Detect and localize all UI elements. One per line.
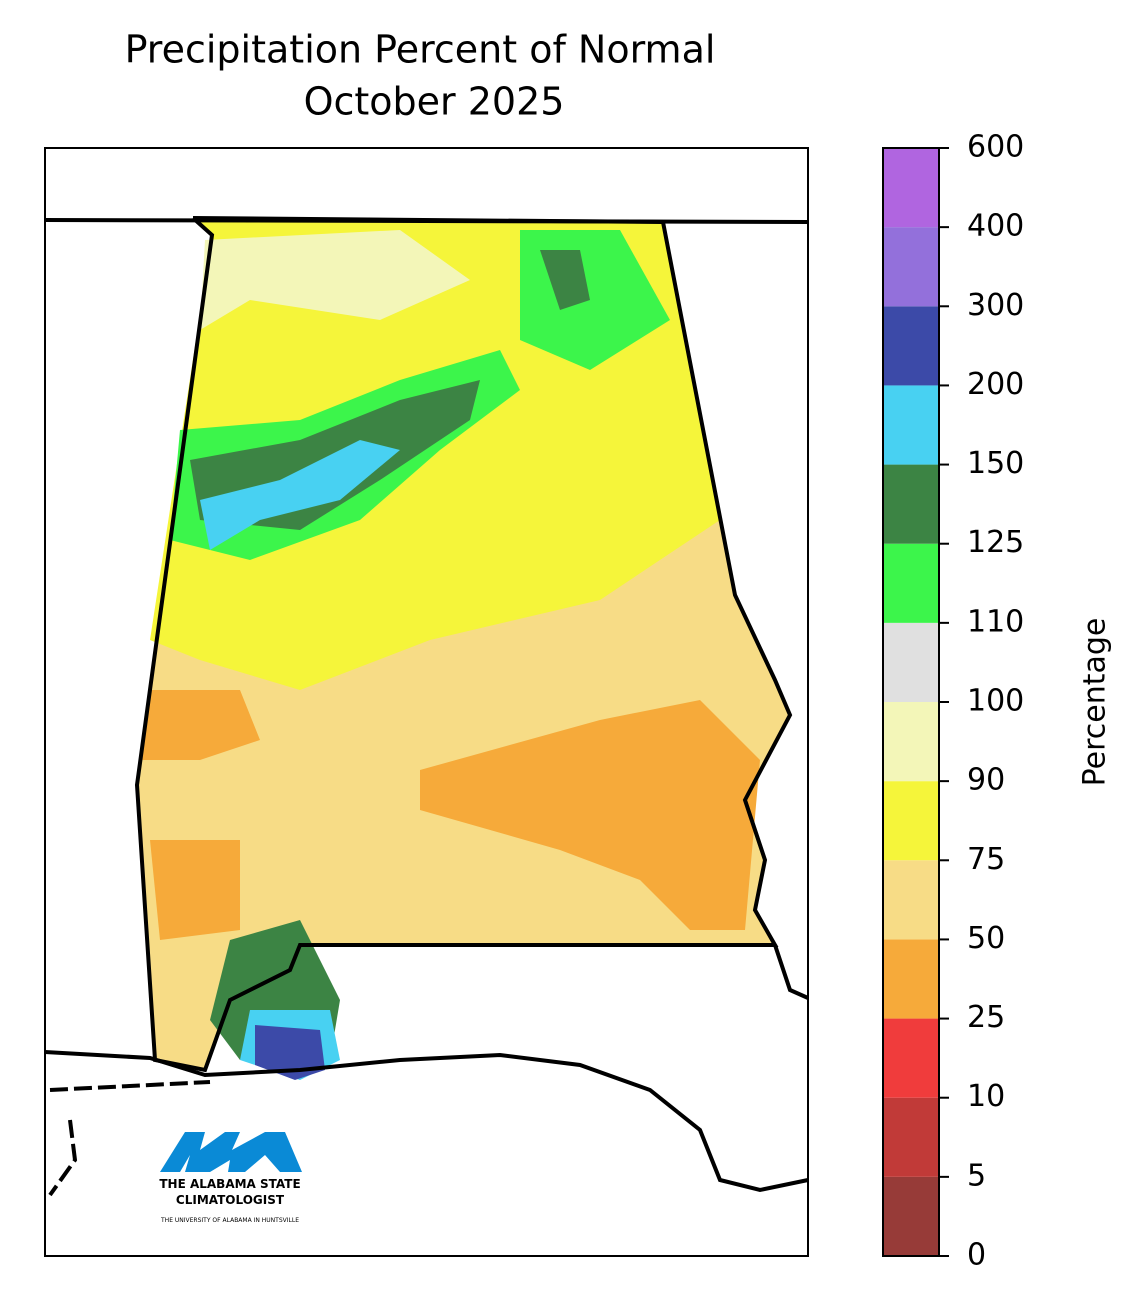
border-fl (773, 944, 809, 1000)
map-frame (44, 147, 809, 1257)
region-blue-band (200, 440, 400, 550)
colorbar-segment (883, 148, 939, 228)
colorbar-segment (883, 543, 939, 623)
colorbar-tick-label: 150 (967, 446, 1024, 481)
colorbar-segment (883, 622, 939, 702)
colorbar-segment (883, 1176, 939, 1256)
map (44, 147, 809, 1257)
region-orange-sw (150, 840, 240, 940)
region-orange-w (140, 690, 260, 760)
colorbar-segment (883, 1097, 939, 1177)
colorbar-segment (883, 385, 939, 465)
region-navy-south (255, 1025, 325, 1080)
colorbar-segment (883, 781, 939, 861)
colorbar-tick-label: 50 (967, 921, 1005, 956)
colorbar-segment (883, 227, 939, 307)
colorbar-tick-label: 100 (967, 684, 1024, 719)
logo-line-1: THE ALABAMA STATE (159, 1177, 300, 1191)
colorbar-tick-label: 300 (967, 288, 1024, 323)
barrier-islands (48, 1080, 211, 1197)
colorbar-tick-label: 600 (967, 130, 1024, 165)
logo-line-2: CLIMATOLOGIST (176, 1193, 285, 1207)
colorbar-segment (883, 464, 939, 544)
colorbar-tick-label: 125 (967, 525, 1024, 560)
colorbar: 0 5 10 25 50 75 90 100 110 125 150 200 300 400 600 (882, 130, 1024, 1273)
colorbar-tick-label: 110 (967, 604, 1024, 639)
colorbar-segment (883, 860, 939, 940)
colorbar-segment (883, 1018, 939, 1098)
logo-mark (160, 1132, 302, 1172)
region-darkgreen-ne (540, 250, 590, 310)
title-line-1: Precipitation Percent of Normal (125, 28, 716, 72)
colorbar-tick-label: 10 (967, 1079, 1005, 1114)
colorbar-tick-label: 25 (967, 1000, 1005, 1035)
colorbar-tick-label: 75 (967, 842, 1005, 877)
colorbar-tick-label: 5 (967, 1158, 986, 1193)
logo-line-3: THE UNIVERSITY OF ALABAMA IN HUNTSVILLE (160, 1217, 299, 1224)
colorbar-tick-label: 90 (967, 763, 1005, 798)
colorbar-tick-label: 200 (967, 367, 1024, 402)
region-pale (200, 230, 470, 330)
title-line-2: October 2025 (304, 80, 565, 124)
region-orange-se (420, 700, 760, 930)
colorbar-segment (883, 702, 939, 782)
colorbar-label: Percentage (1078, 618, 1113, 787)
logo: THE ALABAMA STATE CLIMATOLOGIST THE UNIV… (159, 1132, 302, 1224)
colorbar-segment (883, 939, 939, 1019)
colorbar-tick-label: 400 (967, 209, 1024, 244)
coastline (44, 1050, 809, 1193)
colorbar-tick-label: 0 (967, 1238, 986, 1273)
colorbar-segment (883, 306, 939, 386)
